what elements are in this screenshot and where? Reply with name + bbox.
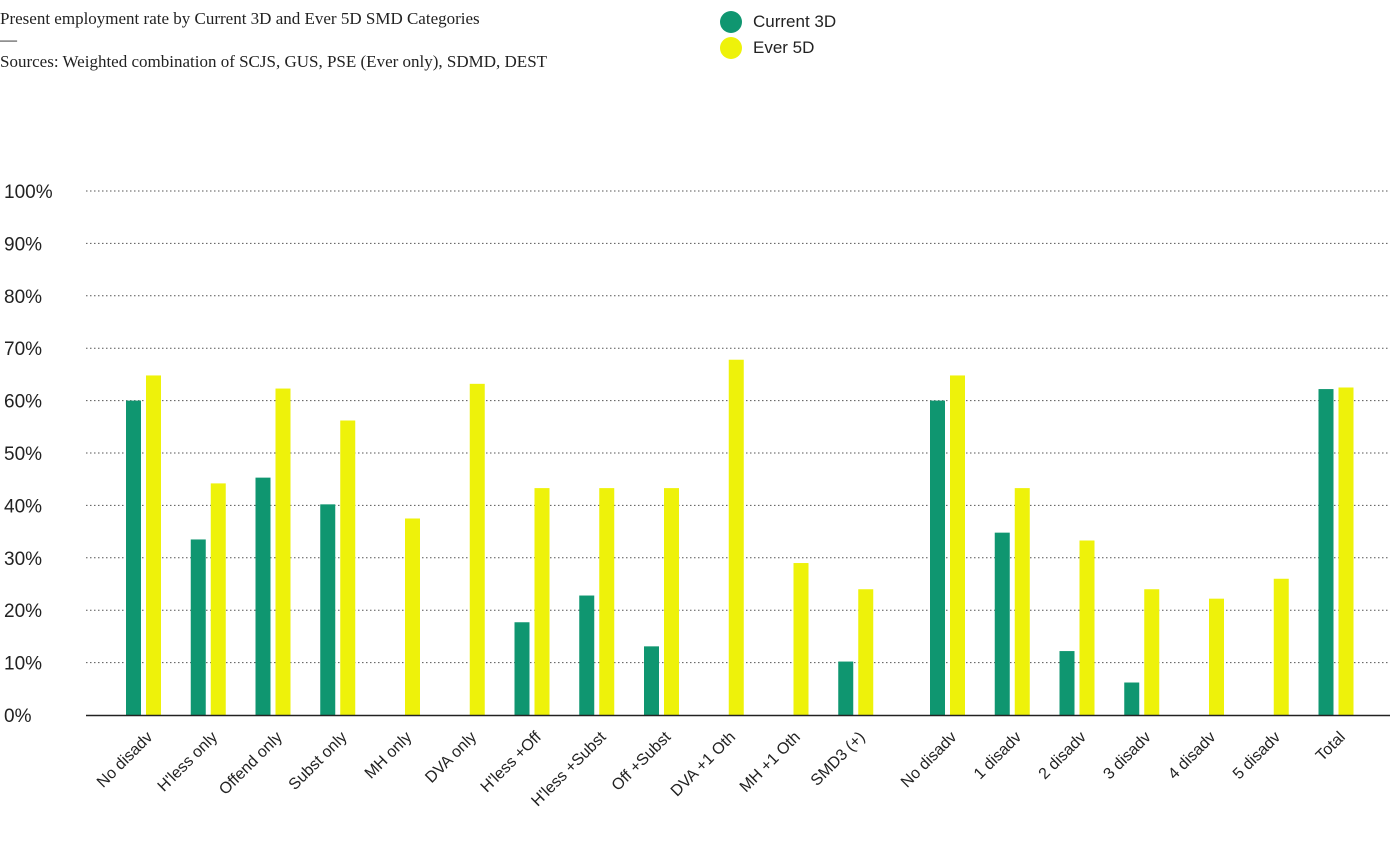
x-category-label: Subst only bbox=[286, 729, 351, 794]
bar-current-3d bbox=[644, 646, 659, 715]
bar-current-3d bbox=[126, 400, 141, 715]
bar-ever-5d bbox=[210, 483, 226, 715]
bar-ever-5d bbox=[469, 383, 485, 715]
y-tick-label: 70% bbox=[4, 339, 42, 360]
bar-ever-5d bbox=[728, 359, 744, 715]
y-tick-label: 20% bbox=[4, 601, 42, 622]
bar-ever-5d bbox=[858, 589, 874, 715]
legend-swatch-current bbox=[720, 11, 742, 33]
bar-current-3d bbox=[930, 400, 945, 715]
legend-item-ever: Ever 5D bbox=[720, 35, 836, 61]
bar-ever-5d bbox=[1079, 540, 1095, 715]
x-category-label: H'less +Off bbox=[478, 728, 545, 795]
bar-ever-5d bbox=[1209, 598, 1224, 715]
y-tick-label: 40% bbox=[4, 496, 42, 517]
y-tick-label: 90% bbox=[4, 234, 42, 255]
bar-ever-5d bbox=[664, 488, 679, 715]
chart-title: Present employment rate by Current 3D an… bbox=[0, 9, 480, 28]
bar-current-3d bbox=[838, 661, 854, 715]
bars bbox=[126, 359, 1354, 715]
legend-item-current: Current 3D bbox=[720, 9, 836, 35]
legend-label-ever: Ever 5D bbox=[753, 38, 815, 57]
y-tick-label: 60% bbox=[4, 392, 42, 413]
x-category-label: Offend only bbox=[216, 729, 286, 799]
bar-ever-5d bbox=[599, 488, 615, 715]
x-category-label: No disadv bbox=[94, 729, 156, 791]
bar-current-3d bbox=[579, 595, 595, 715]
y-tick-label: 10% bbox=[4, 654, 42, 675]
x-category-label: 4 disadv bbox=[1165, 729, 1219, 783]
bar-ever-5d bbox=[534, 488, 550, 715]
y-tick-labels: 0% 10% 20% 30% 40% 50% 60% 70% 80% 90% 100% bbox=[4, 182, 53, 727]
x-category-label: MH +1 Oth bbox=[737, 729, 804, 796]
legend-swatch-ever bbox=[720, 37, 742, 59]
chart-header: Present employment rate by Current 3D an… bbox=[0, 6, 700, 75]
x-category-label: Off +Subst bbox=[609, 728, 675, 794]
bar-current-3d bbox=[320, 504, 336, 715]
x-category-label: SMD3 (+) bbox=[808, 729, 869, 790]
legend-label-current: Current 3D bbox=[753, 12, 837, 31]
bar-current-3d bbox=[994, 532, 1010, 715]
bar-current-3d bbox=[1124, 682, 1140, 715]
y-tick-label: 30% bbox=[4, 549, 42, 570]
chart-legend: Current 3D Ever 5D bbox=[720, 9, 836, 61]
y-tick-label: 80% bbox=[4, 287, 42, 308]
bar-current-3d bbox=[514, 622, 530, 715]
bar-ever-5d bbox=[1273, 578, 1289, 715]
bar-ever-5d bbox=[405, 518, 420, 715]
x-category-label: DVA only bbox=[422, 729, 480, 787]
bar-ever-5d bbox=[340, 420, 356, 715]
x-category-label: H'less only bbox=[155, 729, 221, 795]
y-tick-label: 100% bbox=[4, 182, 53, 203]
x-category-label: 1 disadv bbox=[971, 729, 1025, 783]
title-separator: — bbox=[0, 30, 17, 49]
bar-ever-5d bbox=[146, 375, 161, 715]
bar-ever-5d bbox=[793, 563, 809, 715]
x-category-label: 3 disadv bbox=[1100, 729, 1154, 783]
x-category-label: Total bbox=[1313, 729, 1349, 765]
bar-ever-5d bbox=[950, 375, 965, 715]
x-category-label: 5 disadv bbox=[1230, 729, 1284, 783]
x-category-label: No disadv bbox=[898, 729, 960, 791]
chart-sources: Sources: Weighted combination of SCJS, G… bbox=[0, 52, 548, 71]
bar-ever-5d bbox=[1144, 589, 1160, 715]
bar-ever-5d bbox=[275, 388, 291, 715]
bar-ever-5d bbox=[1014, 488, 1030, 715]
bar-current-3d bbox=[190, 539, 206, 715]
bar-current-3d bbox=[1318, 389, 1334, 715]
y-tick-label: 50% bbox=[4, 444, 42, 465]
bar-current-3d bbox=[1059, 651, 1075, 715]
y-tick-label: 0% bbox=[4, 706, 32, 727]
x-category-label: 2 disadv bbox=[1036, 729, 1090, 783]
bar-ever-5d bbox=[1338, 387, 1354, 715]
x-category-label: DVA +1 Oth bbox=[668, 729, 739, 800]
bar-current-3d bbox=[255, 477, 271, 715]
x-category-label: MH only bbox=[362, 729, 416, 783]
